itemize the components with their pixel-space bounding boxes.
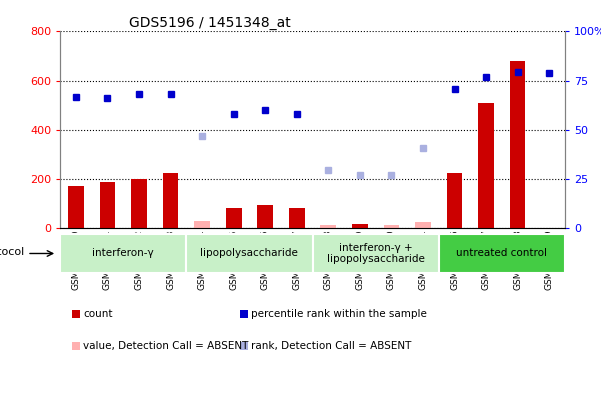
Text: GDS5196 / 1451348_at: GDS5196 / 1451348_at [129, 16, 291, 30]
Bar [226, 208, 242, 228]
Bar [415, 222, 431, 228]
Text: count: count [83, 309, 112, 320]
Text: untreated control: untreated control [456, 248, 548, 259]
Bar [320, 226, 336, 228]
Bar [510, 61, 525, 228]
Bar [68, 186, 84, 228]
Text: interferon-γ +
lipopolysaccharide: interferon-γ + lipopolysaccharide [327, 243, 424, 264]
Text: protocol: protocol [0, 246, 24, 257]
Text: rank, Detection Call = ABSENT: rank, Detection Call = ABSENT [251, 341, 412, 351]
Bar [194, 220, 210, 228]
Bar [289, 208, 305, 228]
Bar [478, 103, 494, 228]
Bar [383, 226, 399, 228]
Text: percentile rank within the sample: percentile rank within the sample [251, 309, 427, 320]
Bar [163, 173, 178, 228]
Text: interferon-γ: interferon-γ [93, 248, 154, 259]
Bar [447, 173, 462, 228]
Bar [100, 182, 115, 228]
Text: lipopolysaccharide: lipopolysaccharide [201, 248, 298, 259]
Bar [257, 205, 273, 228]
Bar [352, 224, 368, 228]
Text: value, Detection Call = ABSENT: value, Detection Call = ABSENT [83, 341, 248, 351]
Bar [131, 179, 147, 228]
